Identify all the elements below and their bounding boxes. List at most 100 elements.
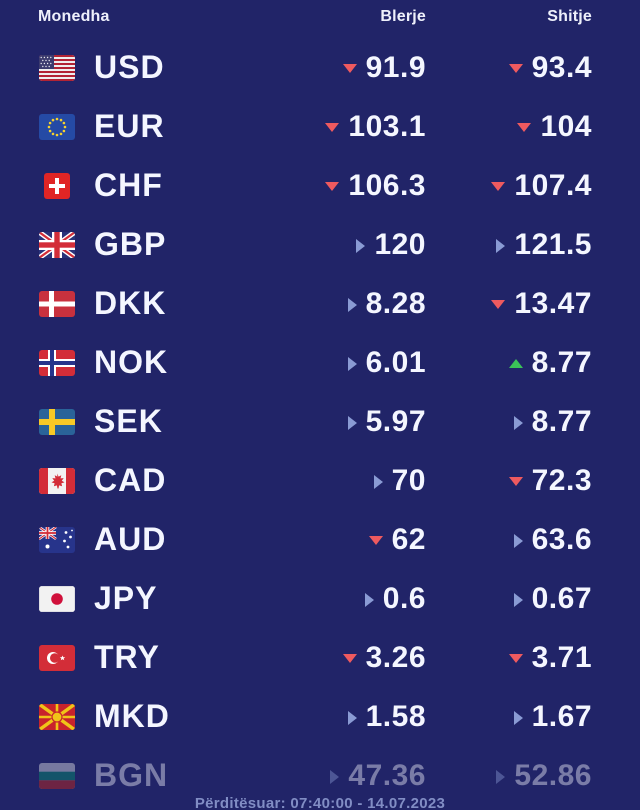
trend-down-icon	[325, 123, 340, 132]
currency-cell: CHF	[38, 167, 260, 204]
currency-row-mkd: MKD 1.58 1.67	[0, 687, 640, 746]
sell-value: 104	[540, 109, 592, 143]
currency-code: NOK	[94, 344, 169, 380]
buy-value: 91.9	[365, 50, 426, 84]
sell-value: 8.77	[531, 404, 592, 438]
currency-code: EUR	[94, 108, 165, 144]
currency-code: USD	[94, 49, 165, 85]
gb-flag-icon	[38, 231, 75, 258]
trend-neutral-icon	[347, 356, 357, 371]
buy-value-cell: 8.28	[260, 287, 426, 321]
currency-code: MKD	[94, 698, 170, 734]
trend-neutral-icon	[513, 533, 523, 548]
currency-code: TRY	[94, 639, 160, 675]
sell-value-cell: 93.4	[426, 51, 592, 85]
trend-neutral-icon	[513, 592, 523, 607]
trend-down-icon	[491, 182, 506, 191]
trend-neutral-icon	[364, 592, 374, 607]
trend-neutral-icon	[373, 474, 383, 489]
buy-value-cell: 47.36	[260, 759, 426, 793]
currency-cell: JPY	[38, 580, 260, 617]
buy-value: 120	[374, 227, 426, 261]
trend-down-icon	[508, 477, 523, 486]
currency-row-gbp: GBP 120 121.5	[0, 215, 640, 274]
buy-value: 5.97	[365, 404, 426, 438]
currency-row-aud: AUD 62 63.6	[0, 510, 640, 569]
currency-cell: EUR	[38, 108, 260, 145]
buy-value: 70	[391, 463, 426, 497]
currency-code: AUD	[94, 521, 167, 557]
eu-flag-icon	[38, 113, 75, 140]
trend-neutral-icon	[347, 415, 357, 430]
buy-value-cell: 62	[260, 523, 426, 557]
trend-neutral-icon	[496, 238, 506, 253]
sell-value-cell: 52.86	[426, 759, 592, 793]
sell-value-cell: 104	[426, 110, 592, 144]
au-flag-icon	[38, 526, 75, 553]
sell-value: 72.3	[531, 463, 592, 497]
currency-cell: USD	[38, 49, 260, 86]
buy-value-cell: 120	[260, 228, 426, 262]
currency-code: DKK	[94, 285, 167, 321]
sell-value-cell: 1.67	[426, 700, 592, 734]
currency-cell: GBP	[38, 226, 260, 263]
trend-down-icon	[368, 536, 383, 545]
ca-flag-icon	[38, 467, 75, 494]
currency-cell: BGN	[38, 757, 260, 794]
column-header-buy: Blerje	[380, 8, 426, 25]
currency-code: GBP	[94, 226, 167, 262]
currency-cell: CAD	[38, 462, 260, 499]
sell-value: 93.4	[531, 50, 592, 84]
sell-value-cell: 3.71	[426, 641, 592, 675]
sell-value: 8.77	[531, 345, 592, 379]
buy-value-cell: 70	[260, 464, 426, 498]
sell-value: 63.6	[531, 522, 592, 556]
currency-cell: NOK	[38, 344, 260, 381]
currency-row-bgn: BGN 47.36 52.86	[0, 746, 640, 805]
trend-neutral-icon	[513, 415, 523, 430]
buy-value: 8.28	[365, 286, 426, 320]
currency-cell: SEK	[38, 403, 260, 440]
trend-down-icon	[325, 182, 340, 191]
no-flag-icon	[38, 349, 75, 376]
buy-value: 106.3	[348, 168, 426, 202]
currency-row-usd: USD 91.9 93.4	[0, 38, 640, 97]
currency-code: JPY	[94, 580, 158, 616]
buy-value-cell: 3.26	[260, 641, 426, 675]
sell-value-cell: 72.3	[426, 464, 592, 498]
bg-flag-icon	[38, 762, 75, 789]
trend-neutral-icon	[356, 238, 366, 253]
trend-neutral-icon	[513, 710, 523, 725]
currency-cell: MKD	[38, 698, 260, 735]
buy-value: 47.36	[348, 758, 426, 792]
column-header-sell: Shitje	[547, 8, 592, 25]
trend-down-icon	[508, 654, 523, 663]
last-updated-text: Përditësuar: 07:40:00 - 14.07.2023	[194, 795, 446, 810]
trend-down-icon	[517, 123, 532, 132]
sell-value-cell: 8.77	[426, 346, 592, 380]
sell-value-cell: 8.77	[426, 405, 592, 439]
sell-value: 1.67	[531, 699, 592, 733]
buy-value-cell: 6.01	[260, 346, 426, 380]
sell-value-cell: 0.67	[426, 582, 592, 616]
currency-row-try: TRY 3.26 3.71	[0, 628, 640, 687]
buy-value: 103.1	[348, 109, 426, 143]
sell-value: 121.5	[514, 227, 592, 261]
buy-value: 1.58	[365, 699, 426, 733]
currency-cell: TRY	[38, 639, 260, 676]
sell-value: 13.47	[514, 286, 592, 320]
column-header-currency: Monedha	[38, 8, 110, 25]
ch-flag-icon	[38, 172, 75, 199]
sell-value-cell: 13.47	[426, 287, 592, 321]
currency-cell: DKK	[38, 285, 260, 322]
us-flag-icon	[38, 54, 75, 81]
currency-row-nok: NOK 6.01 8.77	[0, 333, 640, 392]
sell-value: 52.86	[514, 758, 592, 792]
currency-code: CHF	[94, 167, 163, 203]
currency-row-chf: CHF 106.3 107.4	[0, 156, 640, 215]
mk-flag-icon	[38, 703, 75, 730]
currency-code: SEK	[94, 403, 163, 439]
rates-list[interactable]: USD 91.9 93.4 EUR 103.1 104 CHF 1	[0, 38, 640, 805]
table-header: Monedha Blerje Shitje	[0, 0, 640, 38]
